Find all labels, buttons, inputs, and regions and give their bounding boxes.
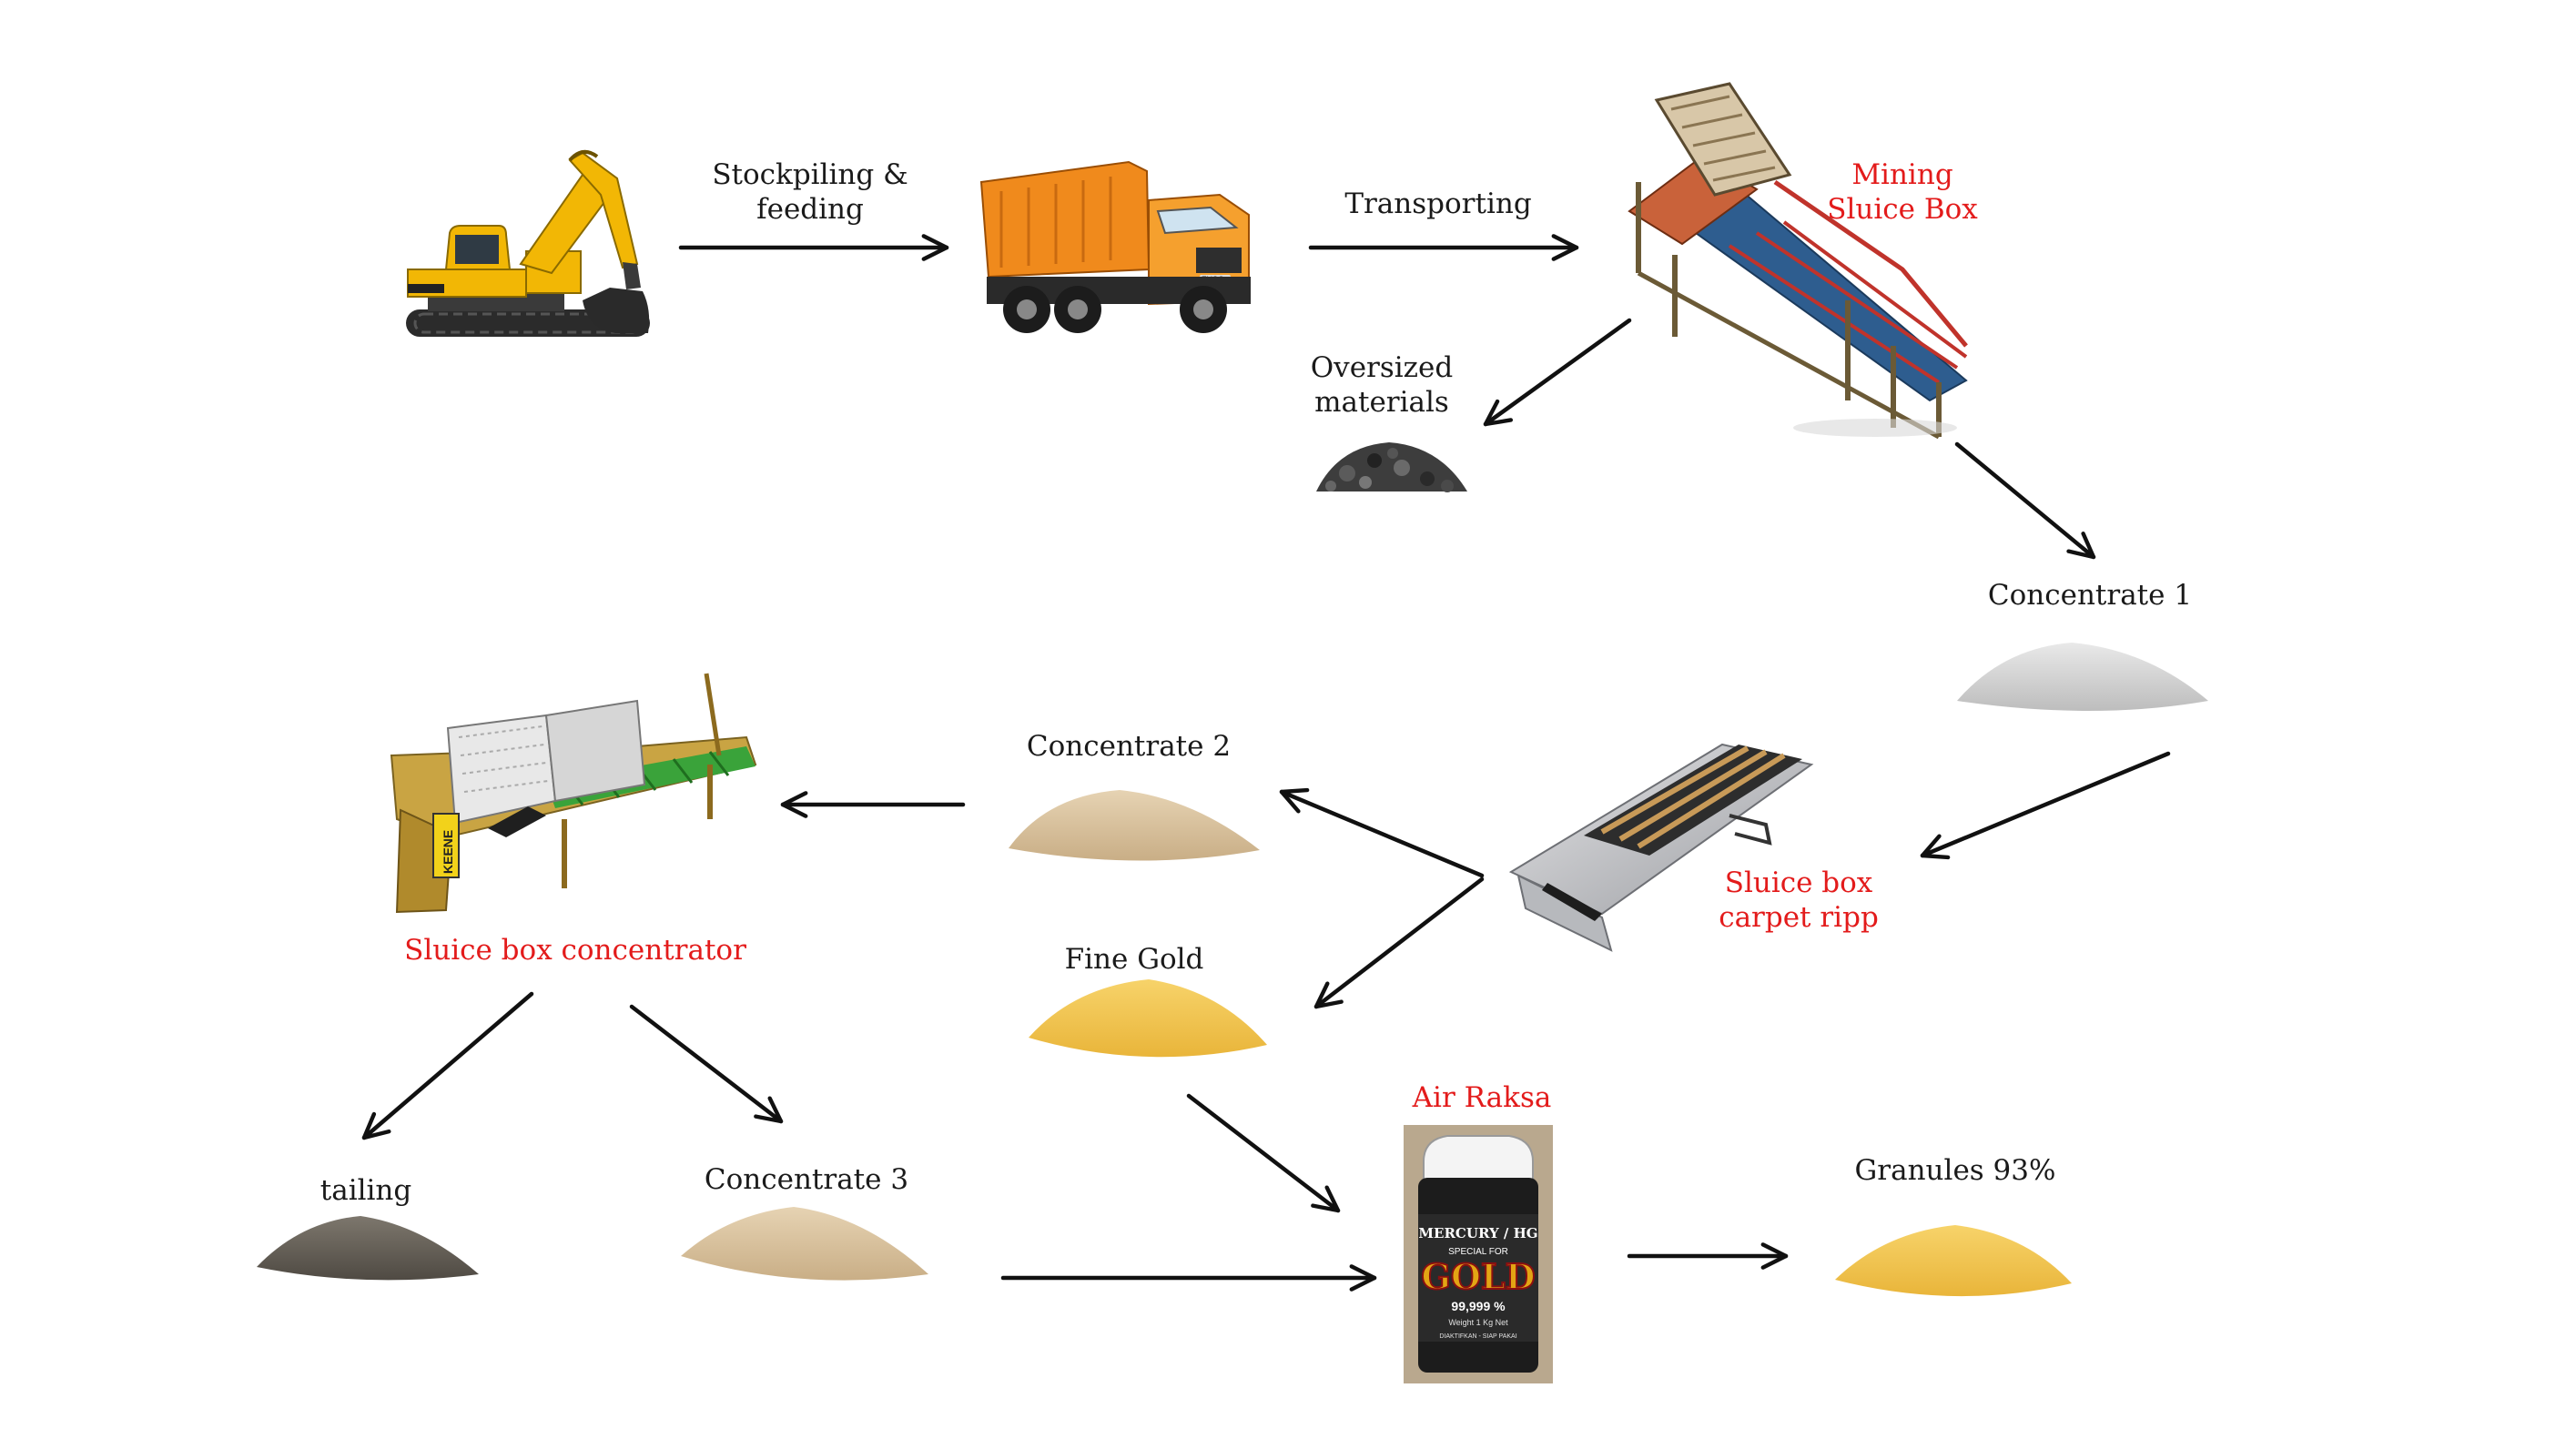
mining-sluice-box-icon xyxy=(1628,82,1968,440)
arrow-concentrate1-to-carpet xyxy=(1920,751,2171,860)
oversized-label-2: materials xyxy=(1314,386,1449,419)
granules-label: Granules 93% xyxy=(1855,1154,2056,1187)
mercury-bottle-icon: MERCURY / HG SPECIAL FOR GOLD 99,999 % W… xyxy=(1404,1125,1553,1383)
mining-sluice-label-2: Sluice Box xyxy=(1827,193,1978,226)
bottle-note: DIAKTIFKAN - SIAP PAKAI xyxy=(1439,1333,1516,1340)
labels: Stockpiling & feeding Transporting Minin… xyxy=(320,158,2192,1207)
concentrate3-pile xyxy=(681,1207,928,1281)
carpet-label-2: carpet ripp xyxy=(1719,901,1879,934)
arrow-concentrator-to-concentrate3 xyxy=(629,1004,784,1124)
mining-sluice-label: Mining xyxy=(1851,158,1952,191)
air-raksa-label: Air Raksa xyxy=(1412,1081,1552,1114)
oversized-rocks-icon xyxy=(1316,442,1467,492)
sluice-box-carpet-icon xyxy=(1508,743,1814,952)
arrow-concentrator-to-tailing xyxy=(361,991,534,1140)
arrow-carpet-to-finegold xyxy=(1313,876,1485,1009)
excavator-icon xyxy=(406,149,650,337)
fine-gold-label: Fine Gold xyxy=(1065,943,1204,976)
bottle-brand: GOLD xyxy=(1421,1256,1535,1297)
carpet-label: Sluice box xyxy=(1725,866,1873,899)
dump-truck-icon: FUSO xyxy=(979,160,1251,333)
granules-pile xyxy=(1835,1225,2072,1297)
arrow-carpet-to-concentrate2 xyxy=(1279,787,1485,878)
concentrator-tag: KEENE xyxy=(441,830,455,874)
bottle-weight: Weight 1 Kg Net xyxy=(1448,1318,1508,1327)
stockpiling-label-2: feeding xyxy=(756,193,864,226)
bottle-line2: SPECIAL FOR xyxy=(1448,1247,1508,1257)
arrow-sluice-to-oversized xyxy=(1483,318,1632,427)
flow-arrows xyxy=(361,234,2171,1292)
concentrate2-label: Concentrate 2 xyxy=(1027,730,1231,763)
arrow-finegold-to-mercury xyxy=(1186,1093,1341,1213)
concentrate3-label: Concentrate 3 xyxy=(705,1163,908,1196)
concentrator-label: Sluice box concentrator xyxy=(404,934,746,967)
arrow-sluice-to-concentrate1 xyxy=(1954,441,2096,560)
oversized-label: Oversized xyxy=(1311,351,1453,384)
tailing-label: tailing xyxy=(320,1174,412,1207)
fine-gold-pile xyxy=(1029,979,1267,1058)
stockpiling-label: Stockpiling & xyxy=(712,158,908,191)
concentrate1-pile xyxy=(1957,643,2208,711)
transporting-label: Transporting xyxy=(1344,187,1531,220)
sluice-box-concentrator-icon: KEENE xyxy=(390,673,757,914)
bottle-line1: MERCURY / HG xyxy=(1418,1225,1537,1241)
tailing-pile xyxy=(257,1216,479,1281)
concentrate1-label: Concentrate 1 xyxy=(1988,579,2192,612)
bottle-purity: 99,999 % xyxy=(1451,1299,1506,1313)
concentrate2-pile xyxy=(1009,790,1260,861)
